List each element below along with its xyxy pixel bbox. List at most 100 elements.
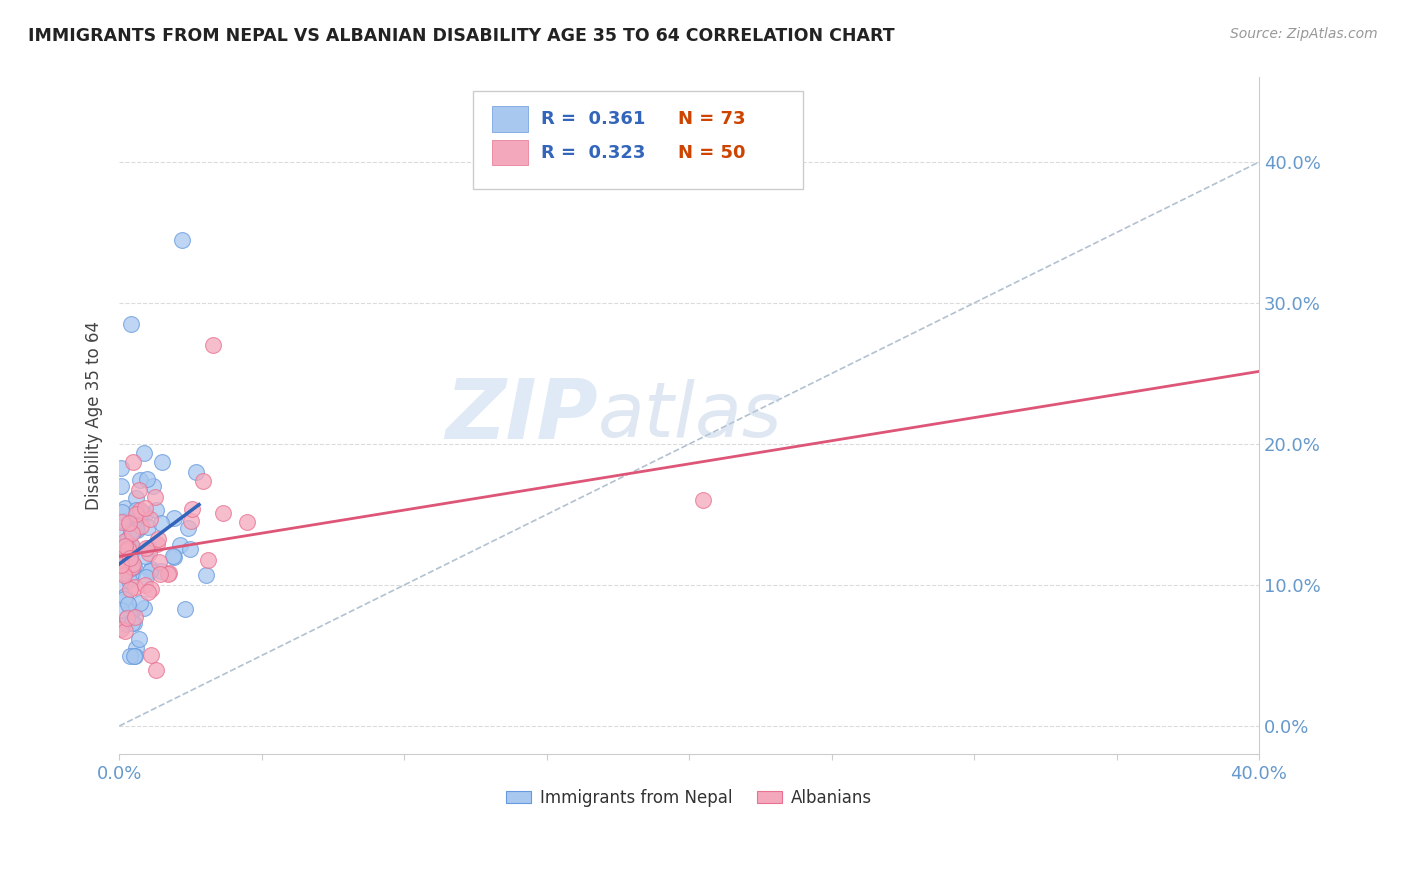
- Point: [110, 557, 132, 571]
- Point: [121, 524, 143, 539]
- Point: [117, 539, 139, 553]
- Point: [159, 566, 181, 580]
- Point: [128, 632, 150, 646]
- Point: [122, 517, 145, 532]
- Point: [149, 567, 172, 582]
- Point: [114, 534, 136, 549]
- Point: [179, 541, 201, 556]
- Point: [110, 461, 132, 475]
- Point: [121, 525, 143, 540]
- Point: [118, 547, 141, 561]
- Point: [114, 514, 136, 528]
- Point: [211, 506, 233, 520]
- Point: [121, 560, 143, 574]
- Y-axis label: Disability Age 35 to 64: Disability Age 35 to 64: [86, 321, 103, 510]
- Point: [138, 512, 160, 526]
- Point: [163, 550, 186, 565]
- Text: atlas: atlas: [598, 379, 783, 453]
- Point: [115, 616, 138, 631]
- Point: [125, 522, 148, 536]
- Point: [125, 503, 148, 517]
- Point: [174, 602, 197, 616]
- Point: [117, 597, 139, 611]
- Point: [195, 568, 218, 582]
- Point: [202, 338, 225, 352]
- Point: [110, 558, 132, 572]
- Text: N = 73: N = 73: [678, 110, 745, 128]
- Point: [124, 519, 146, 533]
- Point: [148, 555, 170, 569]
- Point: [122, 524, 145, 538]
- Point: [170, 233, 193, 247]
- Point: [118, 573, 141, 587]
- Point: [135, 570, 157, 584]
- Point: [120, 547, 142, 561]
- Point: [150, 455, 173, 469]
- Point: [122, 558, 145, 573]
- Point: [128, 510, 150, 524]
- Point: [134, 578, 156, 592]
- Point: [136, 472, 159, 486]
- FancyBboxPatch shape: [492, 106, 529, 132]
- Point: [121, 615, 143, 630]
- Point: [118, 536, 141, 550]
- Point: [184, 465, 207, 479]
- Point: [120, 648, 142, 663]
- FancyBboxPatch shape: [492, 140, 529, 165]
- Point: [112, 566, 135, 580]
- Point: [118, 516, 141, 530]
- Point: [132, 601, 155, 615]
- Point: [111, 544, 134, 558]
- Point: [131, 505, 153, 519]
- Point: [138, 546, 160, 560]
- Point: [138, 541, 160, 555]
- Text: N = 50: N = 50: [678, 144, 745, 161]
- Point: [148, 532, 170, 546]
- Point: [169, 538, 191, 552]
- Point: [180, 514, 202, 528]
- Point: [149, 565, 172, 579]
- Point: [120, 317, 142, 331]
- Point: [134, 446, 156, 460]
- Text: ZIP: ZIP: [446, 376, 598, 457]
- Point: [139, 582, 162, 596]
- Point: [125, 491, 148, 505]
- Point: [191, 474, 214, 488]
- Point: [146, 537, 169, 551]
- Point: [110, 580, 132, 594]
- Point: [134, 501, 156, 516]
- Point: [112, 591, 135, 606]
- Point: [121, 454, 143, 468]
- Point: [110, 524, 132, 538]
- Point: [114, 624, 136, 639]
- Point: [236, 515, 259, 529]
- Point: [127, 523, 149, 537]
- Point: [124, 610, 146, 624]
- Point: [115, 533, 138, 548]
- Point: [136, 520, 159, 534]
- Point: [134, 549, 156, 564]
- FancyBboxPatch shape: [472, 91, 803, 189]
- Point: [129, 518, 152, 533]
- Point: [139, 562, 162, 576]
- Point: [117, 541, 139, 556]
- Point: [122, 565, 145, 579]
- Point: [128, 483, 150, 498]
- Point: [181, 501, 204, 516]
- Point: [114, 539, 136, 553]
- Point: [124, 648, 146, 663]
- Point: [176, 521, 198, 535]
- Point: [156, 567, 179, 582]
- Text: R =  0.361: R = 0.361: [541, 110, 645, 128]
- Point: [111, 515, 134, 529]
- Point: [115, 543, 138, 558]
- Point: [139, 648, 162, 663]
- Point: [129, 473, 152, 487]
- Point: [128, 596, 150, 610]
- Point: [118, 604, 141, 618]
- Point: [122, 648, 145, 663]
- Point: [122, 615, 145, 630]
- Point: [121, 604, 143, 618]
- Point: [122, 557, 145, 571]
- Point: [136, 585, 159, 599]
